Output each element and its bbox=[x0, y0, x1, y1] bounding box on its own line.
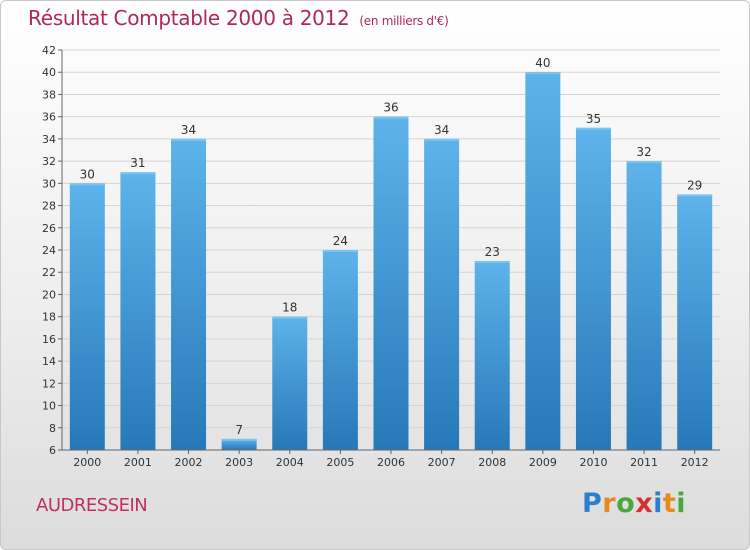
x-tick-label-2010: 2010 bbox=[579, 456, 607, 469]
bar-highlight bbox=[424, 138, 460, 141]
y-tick-label: 40 bbox=[42, 66, 56, 79]
data-label-2006: 36 bbox=[383, 101, 398, 115]
x-tick-label-2004: 2004 bbox=[276, 456, 304, 469]
y-tick-label: 8 bbox=[49, 422, 56, 435]
bar-2008 bbox=[474, 261, 510, 450]
bar-2009 bbox=[525, 72, 561, 450]
y-tick-label: 14 bbox=[42, 355, 56, 368]
y-tick-label: 38 bbox=[42, 88, 56, 101]
data-label-2011: 32 bbox=[636, 145, 651, 159]
bar-2007 bbox=[424, 138, 460, 450]
data-label-2003: 7 bbox=[235, 423, 243, 437]
axes bbox=[58, 49, 720, 454]
bar-2001 bbox=[120, 172, 156, 450]
y-tick-label: 12 bbox=[42, 377, 56, 390]
y-tick-label: 30 bbox=[42, 177, 56, 190]
data-label-2008: 23 bbox=[485, 245, 500, 259]
bar-highlight bbox=[322, 250, 358, 252]
data-label-2000: 30 bbox=[80, 167, 95, 181]
y-tick-label: 6 bbox=[49, 444, 56, 457]
x-tick-label-2012: 2012 bbox=[681, 456, 709, 469]
y-tick-label: 20 bbox=[42, 288, 56, 301]
y-tick-label: 22 bbox=[42, 266, 56, 279]
bar-2000 bbox=[69, 183, 105, 451]
y-tick-label: 36 bbox=[42, 111, 56, 124]
x-tick-label-2006: 2006 bbox=[377, 456, 405, 469]
data-label-2005: 24 bbox=[333, 234, 348, 248]
bar-highlight bbox=[69, 183, 105, 186]
chart-subtitle: (en milliers d'€) bbox=[359, 14, 449, 28]
data-label-2010: 35 bbox=[586, 112, 601, 126]
y-tick-label: 34 bbox=[42, 133, 56, 146]
bars bbox=[69, 72, 713, 451]
logo-letter: i bbox=[676, 488, 687, 519]
bar-highlight bbox=[626, 161, 662, 164]
x-tick-label-2009: 2009 bbox=[529, 456, 557, 469]
x-tick-label-2002: 2002 bbox=[175, 456, 203, 469]
logo-letter: r bbox=[602, 488, 617, 519]
y-tick-label: 10 bbox=[42, 400, 56, 413]
bar-highlight bbox=[677, 194, 713, 197]
bar-2004 bbox=[272, 316, 308, 450]
x-tick-label-2007: 2007 bbox=[428, 456, 456, 469]
data-label-2009: 40 bbox=[535, 56, 550, 70]
bar-2006 bbox=[373, 116, 409, 451]
bar-highlight bbox=[171, 138, 207, 141]
logo-letter: o bbox=[616, 488, 636, 519]
logo-letter: i bbox=[653, 488, 663, 519]
y-tick-label: 24 bbox=[42, 244, 56, 257]
bar-2011 bbox=[626, 161, 662, 450]
data-label-2004: 18 bbox=[282, 301, 297, 315]
bar-highlight bbox=[272, 316, 308, 319]
data-label-2007: 34 bbox=[434, 123, 449, 137]
logo-letter: P bbox=[582, 488, 603, 519]
x-tick-label-2003: 2003 bbox=[225, 456, 253, 469]
x-tick-label-2001: 2001 bbox=[124, 456, 152, 469]
x-tick-label-2000: 2000 bbox=[73, 456, 101, 469]
x-tick-label-2005: 2005 bbox=[326, 456, 354, 469]
y-tick-label: 26 bbox=[42, 222, 56, 235]
chart-title: Résultat Comptable 2000 à 2012 (en millie… bbox=[28, 6, 449, 30]
bar-highlight bbox=[474, 261, 510, 264]
bar-2010 bbox=[575, 127, 611, 451]
commune-name: AUDRESSEIN bbox=[36, 495, 148, 516]
y-tick-label: 18 bbox=[42, 311, 56, 324]
bar-2005 bbox=[322, 250, 358, 450]
bar-highlight bbox=[525, 72, 561, 75]
y-tick-label: 42 bbox=[42, 44, 56, 57]
data-label-2002: 34 bbox=[181, 123, 196, 137]
bar-2002 bbox=[171, 138, 207, 450]
chart-title-text: Résultat Comptable 2000 à 2012 bbox=[28, 6, 350, 30]
bar-2003 bbox=[221, 438, 257, 450]
bar-highlight bbox=[373, 116, 409, 119]
y-tick-label: 16 bbox=[42, 333, 56, 346]
bar-highlight bbox=[221, 438, 257, 441]
bar-highlight bbox=[575, 127, 611, 130]
y-tick-label: 32 bbox=[42, 155, 56, 168]
x-tick-label-2011: 2011 bbox=[630, 456, 658, 469]
labels: 6 8 10 12 14 16 18 20 22 24 26 28 30 32 34 36 38 40 42 30 20… bbox=[42, 44, 709, 469]
bar-2012 bbox=[677, 194, 713, 450]
logo-letter: x bbox=[635, 488, 654, 519]
data-label-2012: 29 bbox=[687, 178, 702, 192]
logo-letter: t bbox=[662, 488, 677, 519]
data-label-2001: 31 bbox=[130, 156, 145, 170]
y-tick-label: 28 bbox=[42, 200, 56, 213]
x-tick-label-2008: 2008 bbox=[478, 456, 506, 469]
bar-highlight bbox=[120, 172, 156, 175]
proxiti-logo[interactable]: Proxiti bbox=[582, 488, 686, 519]
